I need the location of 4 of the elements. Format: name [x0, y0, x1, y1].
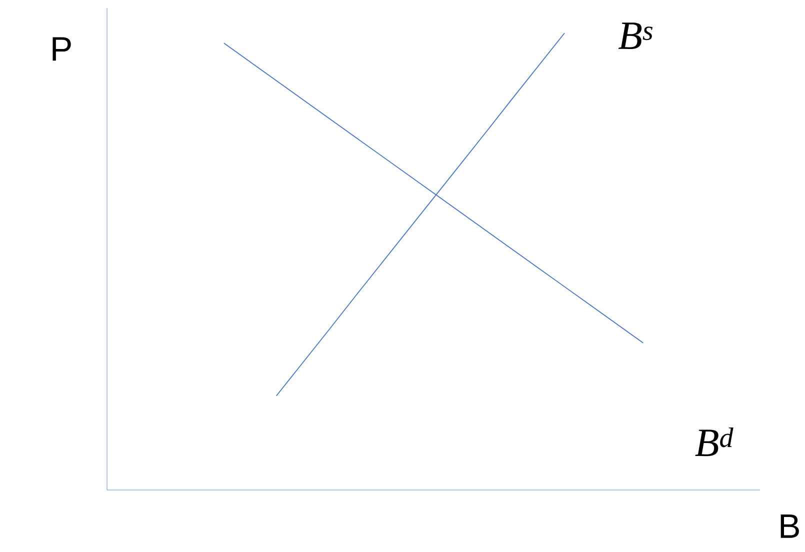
x-axis-title: B — [780, 514, 799, 538]
series-label: B$^{s}$ — [618, 22, 653, 49]
text: B$^{d}$ — [695, 428, 734, 456]
y-axis-title: P — [52, 37, 71, 61]
